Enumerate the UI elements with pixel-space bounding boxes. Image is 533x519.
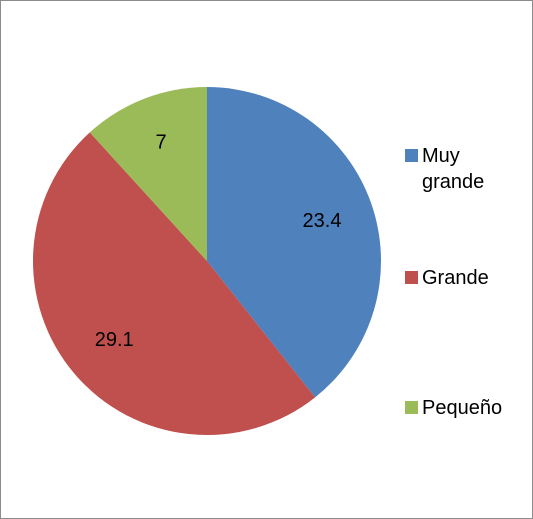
legend-swatch xyxy=(405,401,418,414)
legend-label: Pequeño xyxy=(422,395,522,421)
legend-swatch xyxy=(405,271,418,284)
legend-label: Muy grande xyxy=(422,143,522,195)
data-label: 23.4 xyxy=(303,210,342,232)
legend: Muy grande Grande Pequeño xyxy=(405,1,530,518)
legend-label: Grande xyxy=(422,265,522,291)
pie-slices xyxy=(33,87,381,435)
legend-item: Grande xyxy=(405,265,522,291)
legend-swatch xyxy=(405,149,418,162)
legend-item: Muy grande xyxy=(405,143,522,195)
data-label: 29.1 xyxy=(95,329,134,351)
data-label: 7 xyxy=(156,132,167,154)
legend-item: Pequeño xyxy=(405,395,522,421)
